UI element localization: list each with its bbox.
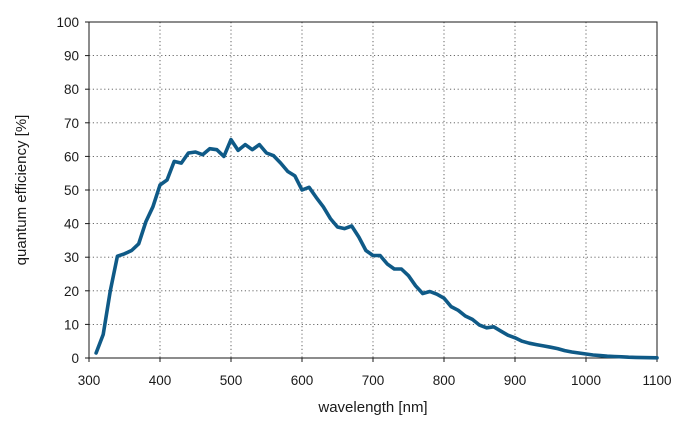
x-tick-label: 800: [433, 373, 456, 388]
x-axis-title: wavelength [nm]: [317, 399, 427, 416]
x-tick-label: 300: [78, 373, 101, 388]
grid-layer: [89, 22, 657, 358]
y-tick-label: 20: [64, 284, 79, 299]
x-tick-label: 400: [149, 373, 172, 388]
y-tick-label: 90: [64, 49, 79, 64]
ticks-layer: 300 400 500 600 700 800 900 1000 1100 0 10 20 30 40 50…: [56, 15, 671, 388]
x-tick-label: 1100: [642, 373, 671, 388]
y-tick-label: 60: [64, 149, 79, 164]
x-tick-label: 1000: [571, 373, 601, 388]
y-tick-label: 50: [64, 183, 79, 198]
y-tick-label: 100: [56, 15, 79, 30]
x-tick-label: 500: [220, 373, 243, 388]
y-tick-label: 40: [64, 217, 79, 232]
y-tick-label: 30: [64, 250, 79, 265]
y-tick-label: 10: [64, 317, 79, 332]
x-tick-label: 600: [291, 373, 314, 388]
x-tick-label: 900: [504, 373, 527, 388]
x-tick-label: 700: [362, 373, 385, 388]
y-tick-label: 80: [64, 82, 79, 97]
y-tick-label: 0: [71, 351, 79, 366]
y-tick-label: 70: [64, 116, 79, 131]
series-layer: [94, 137, 659, 360]
qe-curve: [94, 137, 659, 360]
y-axis-title: quantum efficiency [%]: [13, 115, 30, 266]
